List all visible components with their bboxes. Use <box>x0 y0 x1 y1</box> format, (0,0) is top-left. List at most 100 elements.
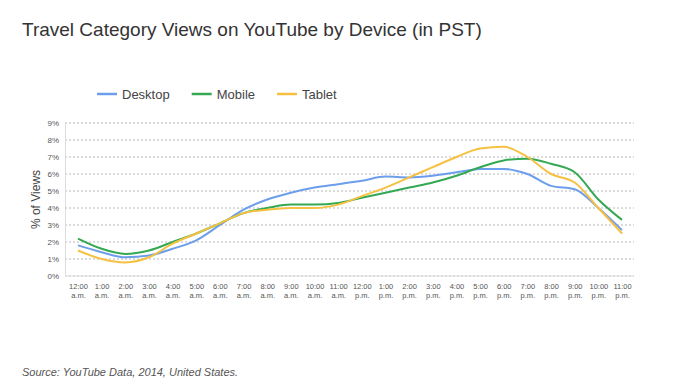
y-tick: 7% <box>47 153 65 162</box>
x-tick-label-line: p.m. <box>402 291 417 300</box>
grid <box>65 123 634 276</box>
x-tick-label-line: a.m. <box>189 291 204 300</box>
x-tick-label-line: a.m. <box>166 291 181 300</box>
grid-line <box>65 242 634 243</box>
x-tick-label: 7:00p.m. <box>521 282 536 300</box>
x-tick-label: 2:00a.m. <box>118 282 133 300</box>
legend-swatch <box>277 93 297 96</box>
x-tick-label-line: a.m. <box>142 291 157 300</box>
x-tick: 2:00p.m. <box>402 276 417 300</box>
x-tick-label: 9:00p.m. <box>568 282 583 300</box>
legend-label: Mobile <box>217 87 255 102</box>
x-tick-label: 1:00p.m. <box>379 282 394 300</box>
y-tick-label: 7% <box>47 153 59 162</box>
x-tick-label-line: a.m. <box>308 291 323 300</box>
x-tick: 12:00a.m. <box>69 276 88 300</box>
x-tick-label-line: p.m. <box>521 291 536 300</box>
x-tick-label: 4:00p.m. <box>450 282 465 300</box>
y-tick: 6% <box>47 170 65 179</box>
x-tick: 3:00a.m. <box>142 276 157 300</box>
x-tick-label: 11:00p.m. <box>613 282 631 300</box>
x-tick: 6:00a.m. <box>213 276 228 300</box>
legend-swatch <box>97 93 117 96</box>
x-tick-label-line: a.m. <box>95 291 110 300</box>
x-tick-label-line: a.m. <box>237 291 252 300</box>
grid-line <box>65 259 634 260</box>
x-tick-label: 8:00p.m. <box>544 282 559 300</box>
x-tick: 6:00p.m. <box>497 276 512 300</box>
y-tick-label: 0% <box>47 272 59 281</box>
x-tick-label-line: a.m. <box>71 291 86 300</box>
x-tick: 8:00a.m. <box>260 276 275 300</box>
y-tick-label: 2% <box>47 238 59 247</box>
y-tick-label: 9% <box>47 119 59 128</box>
x-tick-label-line: p.m. <box>592 291 607 300</box>
grid-line <box>65 157 634 158</box>
x-tick: 7:00a.m. <box>237 276 252 300</box>
y-tick: 5% <box>47 187 65 196</box>
x-axis-line <box>65 276 634 277</box>
y-tick: 3% <box>47 221 65 230</box>
y-tick: 9% <box>47 119 65 128</box>
x-tick-label: 6:00a.m. <box>213 282 228 300</box>
legend-item: Desktop <box>97 87 170 102</box>
x-tick-label: 3:00a.m. <box>142 282 157 300</box>
x-tick-label-line: p.m. <box>355 291 370 300</box>
x-tick-label: 9:00a.m. <box>284 282 299 300</box>
source: Source: YouTube Data, 2014, United State… <box>22 366 238 378</box>
x-tick-label: 6:00p.m. <box>497 282 512 300</box>
y-tick: 1% <box>47 255 65 264</box>
x-tick-label-line: p.m. <box>544 291 559 300</box>
legend: Desktop Mobile Tablet <box>97 87 337 102</box>
x-tick: 3:00p.m. <box>426 276 441 300</box>
x-tick-label: 10:00p.m. <box>589 282 608 300</box>
x-tick: 7:00p.m. <box>521 276 536 300</box>
y-tick-label: 4% <box>47 204 59 213</box>
x-tick: 1:00p.m. <box>379 276 394 300</box>
x-tick-label: 12:00a.m. <box>69 282 88 300</box>
x-tick-label-line: a.m. <box>284 291 299 300</box>
x-tick: 9:00a.m. <box>284 276 299 300</box>
series-line <box>78 147 622 263</box>
x-tick: 4:00a.m. <box>166 276 181 300</box>
x-tick: 4:00p.m. <box>450 276 465 300</box>
y-tick-label: 3% <box>47 221 59 230</box>
y-tick-label: 1% <box>47 255 59 264</box>
y-tick: 0% <box>47 272 65 281</box>
x-tick: 5:00p.m. <box>473 276 488 300</box>
x-tick-label-line: a.m. <box>119 291 134 300</box>
x-tick-label: 3:00p.m. <box>426 282 441 300</box>
x-tick-label: 10:00a.m. <box>306 282 325 300</box>
legend-label: Desktop <box>122 87 170 102</box>
x-tick-label: 12:00p.m. <box>353 282 372 300</box>
grid-line <box>65 140 634 141</box>
x-tick: 9:00p.m. <box>568 276 583 300</box>
x-tick-label: 5:00p.m. <box>473 282 488 300</box>
x-tick-label-line: p.m. <box>473 291 488 300</box>
title: Travel Category Views on YouTube by Devi… <box>22 19 482 40</box>
x-tick-label: 2:00p.m. <box>402 282 417 300</box>
x-axis: 12:00a.m. 1:00a.m. 2:00a.m. 3:00a.m. 4:00a.m… <box>65 276 634 300</box>
x-tick: 12:00p.m. <box>353 276 372 300</box>
y-tick-label: 8% <box>47 136 59 145</box>
series-line <box>78 159 622 254</box>
x-tick-label-line: p.m. <box>497 291 512 300</box>
legend-item: Tablet <box>277 87 337 102</box>
x-tick-label: 11:00a.m. <box>330 282 348 300</box>
grid-line <box>65 276 634 277</box>
x-tick: 2:00a.m. <box>118 276 133 300</box>
y-tick: 8% <box>47 136 65 145</box>
legend-label: Tablet <box>302 87 337 102</box>
lines <box>78 147 622 263</box>
x-tick: 8:00p.m. <box>544 276 559 300</box>
x-tick: 10:00p.m. <box>589 276 608 300</box>
x-tick-label: 1:00a.m. <box>95 282 110 300</box>
chart: Travel Category Views on YouTube by Devi… <box>0 0 691 382</box>
x-tick-label: 4:00a.m. <box>166 282 181 300</box>
y-tick: 2% <box>47 238 65 247</box>
x-tick-label: 5:00a.m. <box>189 282 204 300</box>
y-tick-label: 5% <box>47 187 59 196</box>
legend-item: Mobile <box>192 87 255 102</box>
x-tick: 11:00a.m. <box>330 276 348 300</box>
x-tick-label: 8:00a.m. <box>260 282 275 300</box>
